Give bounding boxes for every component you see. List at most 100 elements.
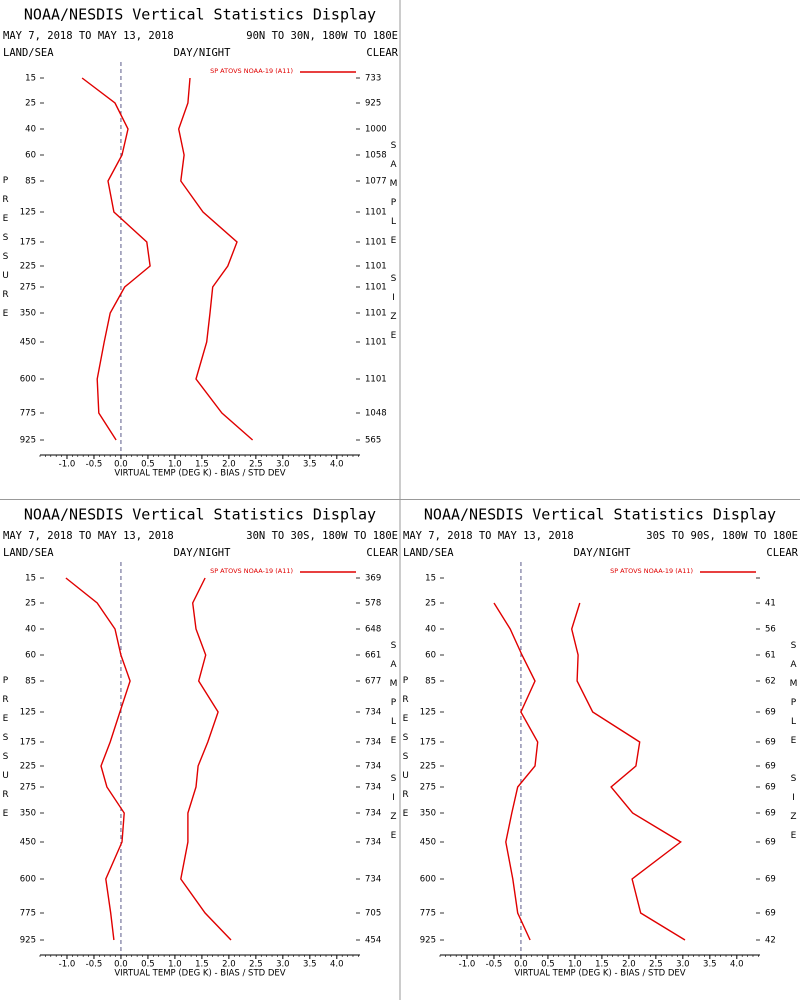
sample-size: 578 xyxy=(365,599,381,609)
pressure-label: 925 xyxy=(20,936,36,946)
x-tick-label: 3.5 xyxy=(703,960,717,970)
pressure-label: 125 xyxy=(420,708,436,718)
x-tick-label: 3.0 xyxy=(676,960,690,970)
sample-size: 69 xyxy=(765,708,776,718)
x-tick-label: 1.5 xyxy=(195,460,209,470)
x-tick-label: 1.0 xyxy=(168,960,182,970)
sample-size: 1101 xyxy=(365,208,387,218)
x-tick-label: 0.5 xyxy=(541,960,555,970)
sample-size: 369 xyxy=(365,574,381,584)
sample-size: 734 xyxy=(365,708,381,718)
y-axis-label: PRESSURE xyxy=(1,676,11,828)
sample-size: 69 xyxy=(765,809,776,819)
sky-condition: CLEAR xyxy=(366,547,398,559)
x-tick-label: 1.0 xyxy=(168,460,182,470)
legend-label: SP ATOVS NOAA-19 (A11) xyxy=(210,67,293,75)
legend-label: SP ATOVS NOAA-19 (A11) xyxy=(610,567,693,575)
y-axis-label: PRESSURE xyxy=(1,176,11,328)
pressure-label: 600 xyxy=(420,875,436,885)
x-tick-label: -0.5 xyxy=(86,460,103,470)
x-tick-label: 2.5 xyxy=(249,460,263,470)
x-axis-label: VIRTUAL TEMP (DEG K) - BIAS / STD DEV xyxy=(514,969,685,979)
pressure-label: 25 xyxy=(25,599,36,609)
series-line xyxy=(493,602,539,941)
sample-size: 1101 xyxy=(365,375,387,385)
region: 30N TO 30S, 180W TO 180E xyxy=(246,530,398,542)
sample-size: 42 xyxy=(765,936,776,946)
series-line xyxy=(81,77,151,441)
y-axis-label: PRESSURE xyxy=(401,676,411,828)
day-night: DAY/NIGHT xyxy=(174,547,232,559)
sample-size: 1000 xyxy=(365,125,387,135)
pressure-label: 275 xyxy=(420,783,436,793)
sample-size: 69 xyxy=(765,762,776,772)
pressure-label: 175 xyxy=(420,738,436,748)
day-night: DAY/NIGHT xyxy=(174,47,232,59)
y2-axis-label: SAMPLE SIZE xyxy=(389,641,399,850)
sample-size: 734 xyxy=(365,738,381,748)
series-line xyxy=(65,577,131,941)
pressure-label: 450 xyxy=(20,838,36,848)
pressure-label: 40 xyxy=(425,625,436,635)
region: 30S TO 90S, 180W TO 180E xyxy=(646,530,798,542)
pressure-label: 775 xyxy=(20,409,36,419)
pressure-label: 350 xyxy=(420,809,436,819)
panel-title: NOAA/NESDIS Vertical Statistics Display xyxy=(24,506,376,524)
sky-condition: CLEAR xyxy=(366,47,398,59)
y2-axis-label: SAMPLE SIZE xyxy=(789,641,799,850)
sample-size: 677 xyxy=(365,677,381,687)
pressure-label: 350 xyxy=(20,309,36,319)
x-tick-label: -0.5 xyxy=(486,960,503,970)
pressure-label: 175 xyxy=(20,238,36,248)
x-tick-label: 0.0 xyxy=(514,960,528,970)
sample-size: 733 xyxy=(365,74,381,84)
pressure-label: 600 xyxy=(20,875,36,885)
sample-size: 705 xyxy=(365,909,381,919)
x-tick-label: 3.5 xyxy=(303,460,317,470)
pressure-label: 125 xyxy=(20,208,36,218)
x-tick-label: 0.5 xyxy=(141,960,155,970)
sample-size: 1101 xyxy=(365,238,387,248)
pressure-label: 85 xyxy=(25,177,36,187)
pressure-label: 275 xyxy=(20,283,36,293)
pressure-label: 175 xyxy=(20,738,36,748)
sample-size: 1058 xyxy=(365,151,387,161)
sample-size: 734 xyxy=(365,783,381,793)
pressure-label: 25 xyxy=(425,599,436,609)
series-line xyxy=(180,577,232,941)
x-tick-label: -0.5 xyxy=(86,960,103,970)
panel-title: NOAA/NESDIS Vertical Statistics Display xyxy=(24,6,376,24)
x-tick-label: 0.0 xyxy=(114,960,128,970)
date-range: MAY 7, 2018 TO MAY 13, 2018 xyxy=(3,30,174,42)
pressure-label: 600 xyxy=(20,375,36,385)
pressure-label: 225 xyxy=(20,762,36,772)
x-tick-label: 1.5 xyxy=(195,960,209,970)
pressure-label: 40 xyxy=(25,125,36,135)
x-tick-label: -1.0 xyxy=(459,960,476,970)
sample-size: 69 xyxy=(765,875,776,885)
x-tick-label: 0.0 xyxy=(114,460,128,470)
pressure-label: 275 xyxy=(20,783,36,793)
sample-size: 1048 xyxy=(365,409,387,419)
x-tick-label: 1.0 xyxy=(568,960,582,970)
x-tick-label: 2.0 xyxy=(622,960,636,970)
x-tick-label: 2.5 xyxy=(649,960,663,970)
sample-size: 565 xyxy=(365,436,381,446)
pressure-label: 60 xyxy=(25,651,36,661)
sample-size: 56 xyxy=(765,625,776,635)
x-tick-label: 2.5 xyxy=(249,960,263,970)
pressure-label: 775 xyxy=(420,909,436,919)
region: 90N TO 30N, 180W TO 180E xyxy=(246,30,398,42)
legend-label: SP ATOVS NOAA-19 (A11) xyxy=(210,567,293,575)
pressure-label: 60 xyxy=(25,151,36,161)
pressure-label: 40 xyxy=(25,625,36,635)
pressure-label: 60 xyxy=(425,651,436,661)
sample-size: 734 xyxy=(365,809,381,819)
x-tick-label: -1.0 xyxy=(59,960,76,970)
pressure-label: 85 xyxy=(25,677,36,687)
pressure-label: 350 xyxy=(20,809,36,819)
x-axis-label: VIRTUAL TEMP (DEG K) - BIAS / STD DEV xyxy=(114,469,285,479)
sample-size: 734 xyxy=(365,762,381,772)
